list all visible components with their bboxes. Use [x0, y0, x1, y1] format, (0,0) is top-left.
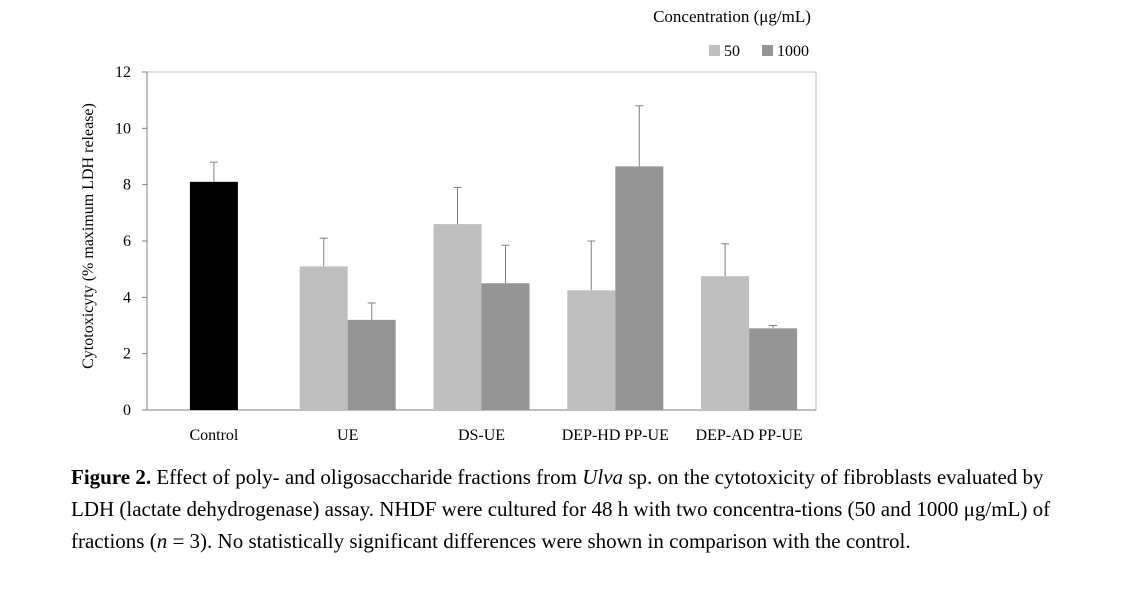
caption-n-symbol: n [156, 529, 168, 553]
legend-label: 1000 [777, 43, 809, 60]
y-tick-label: 8 [123, 177, 131, 194]
caption-genus: Ulva [582, 465, 624, 489]
y-axis-label: Cytotoxicyty (% maximum LDH release) [80, 103, 97, 369]
x-tick-label: DEP-AD PP-UE [696, 427, 803, 444]
y-axis: 0 2 4 6 8 10 12 [115, 64, 148, 419]
bars [189, 105, 798, 410]
y-tick-label: 10 [115, 120, 131, 137]
x-tick-label: DEP-HD PP-UE [562, 427, 669, 444]
caption-text-middle: sp. on the cytotoxicity of fibroblasts e… [71, 465, 1051, 553]
caption-text-after: = 3). No statistically significant diffe… [167, 529, 911, 553]
x-tick-label: UE [337, 427, 358, 444]
bar [615, 166, 664, 410]
bar-chart: Concentration (μg/mL) 50 1000 Cytotoxicyt… [80, 7, 817, 444]
bar [567, 290, 616, 410]
bar [433, 224, 482, 410]
legend-label: 50 [724, 43, 740, 60]
bar [299, 266, 348, 410]
x-axis: Control UE DS-UE DEP-HD PP-UE DEP-AD PP-UE [147, 409, 816, 444]
legend: 50 1000 [709, 43, 809, 60]
y-tick-label: 12 [115, 64, 131, 81]
y-tick-label: 0 [123, 402, 131, 419]
legend-title: Concentration (μg/mL) [653, 7, 811, 26]
bar [701, 276, 750, 410]
y-tick-label: 2 [123, 346, 131, 363]
y-tick-label: 4 [123, 289, 131, 306]
bar [481, 283, 530, 410]
bar [749, 328, 798, 410]
caption-text-before: Effect of poly- and oligosaccharide frac… [151, 465, 583, 489]
figure-caption: Figure 2. Effect of poly- and oligosacch… [71, 461, 1091, 557]
legend-swatch [709, 45, 720, 56]
x-tick-label: DS-UE [458, 427, 505, 444]
bar [189, 181, 238, 410]
x-tick-label: Control [189, 427, 238, 444]
caption-label: Figure 2. [71, 465, 152, 489]
y-tick-label: 6 [123, 233, 131, 250]
legend-swatch [762, 45, 773, 56]
bar [347, 319, 396, 410]
